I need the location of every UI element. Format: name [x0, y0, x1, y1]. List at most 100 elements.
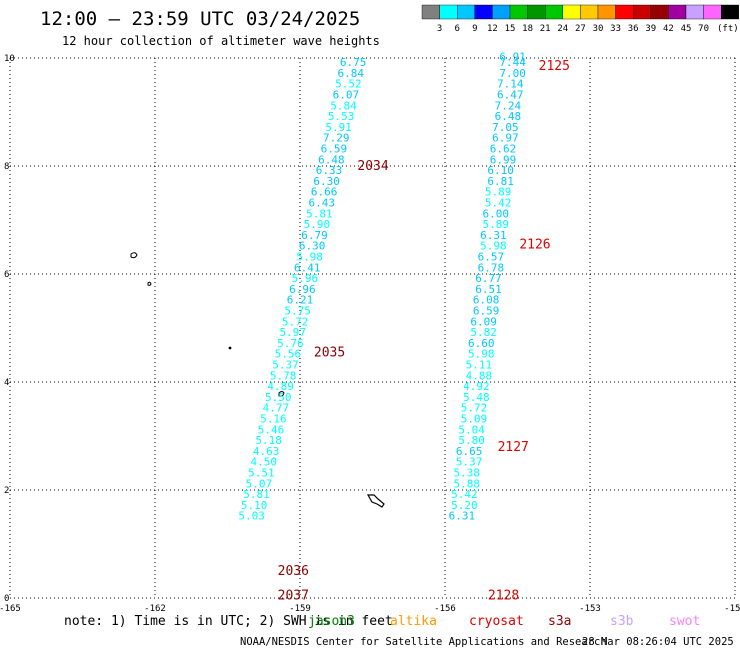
wave-height-point: 5.78	[270, 369, 297, 382]
island-outline	[147, 281, 152, 286]
pass-time-label: 2037	[278, 588, 309, 603]
y-tick-label: 10	[4, 54, 15, 64]
wave-height-point: 6.48	[318, 153, 345, 166]
wave-height-point: 6.99	[490, 153, 517, 166]
y-tick-label: 4	[4, 378, 9, 388]
colorbar-swatch	[439, 4, 458, 20]
wave-height-point: 6.59	[473, 305, 500, 318]
wave-height-point: 5.80	[458, 434, 485, 447]
wave-height-point: 5.03	[238, 510, 265, 523]
colorbar-label: 18	[522, 24, 533, 34]
colorbar-label: 21	[540, 24, 551, 34]
x-tick-label: -162	[144, 604, 166, 614]
y-tick-label: 2	[4, 486, 9, 496]
colorbar-label: 39	[645, 24, 656, 34]
wave-height-point: 5.46	[258, 423, 285, 436]
colorbar-swatch	[685, 4, 704, 20]
wave-height-point: 5.88	[454, 477, 481, 490]
wave-height-point: 5.38	[454, 467, 481, 480]
colorbar-label: 24	[557, 24, 568, 34]
wave-height-point: 4.89	[267, 380, 294, 393]
wave-height-point: 5.81	[306, 207, 333, 220]
wave-height-point: 6.97	[492, 132, 519, 145]
wave-height-point: 5.98	[468, 348, 495, 361]
colorbar-swatch	[562, 4, 581, 20]
wave-height-point: 6.57	[478, 251, 505, 264]
colorbar-swatch	[474, 4, 493, 20]
wave-height-point: 7.00	[499, 67, 526, 80]
wave-height-point: 6.81	[487, 175, 514, 188]
wave-height-point: 6.62	[490, 143, 517, 156]
island-outlines	[130, 252, 385, 508]
wave-height-point: 5.89	[483, 218, 510, 231]
wave-height-points: 6.756.845.526.075.845.535.917.296.596.48…	[238, 51, 526, 523]
wave-height-point: 6.09	[470, 315, 497, 328]
x-tick-label: -165	[0, 604, 21, 614]
wave-height-point: 6.41	[294, 261, 321, 274]
wave-height-point: 4.92	[463, 380, 490, 393]
wave-height-point: 6.51	[475, 283, 502, 296]
pass-time-label: 2035	[314, 345, 345, 360]
colorbar-label: 15	[505, 24, 516, 34]
footnote: note: 1) Time is in UTC; 2) SWH is in fe…	[64, 614, 393, 629]
island-outline	[366, 494, 385, 508]
wave-height-point: 5.82	[470, 326, 497, 339]
colorbar-label: 30	[593, 24, 604, 34]
wave-height-point: 7.24	[495, 99, 522, 112]
wave-height-point: 6.31	[480, 229, 507, 242]
colorbar-swatch	[545, 4, 564, 20]
wave-height-point: 6.00	[483, 207, 510, 220]
colorbar-unit: (ft)	[717, 24, 739, 34]
colorbar-label: 6	[454, 24, 459, 34]
pass-time-label: 2127	[498, 440, 529, 455]
wave-height-point: 7.44	[499, 56, 526, 69]
wave-height-point: 6.43	[309, 197, 336, 210]
colorbar-swatch	[615, 4, 634, 20]
x-tick-label: -159	[289, 604, 311, 614]
pass-time-label: 2128	[488, 588, 519, 603]
colorbar-swatch	[421, 4, 440, 20]
wave-height-point: 5.42	[485, 197, 512, 210]
satellite-legend-item: altika	[390, 614, 437, 629]
pass-time-labels: 2034 2035 2036 2037 2125 2126 2127 2128	[278, 59, 570, 603]
wave-height-point: 6.84	[338, 67, 365, 80]
wave-height-point: 6.65	[456, 445, 483, 458]
wave-height-point: 7.29	[323, 132, 350, 145]
chart-subtitle: 12 hour collection of altimeter wave hei…	[62, 34, 380, 48]
wave-height-point: 4.77	[263, 402, 290, 415]
wave-height-point: 5.48	[463, 391, 490, 404]
pass-time-label: 2036	[278, 564, 309, 579]
wave-height-point: 5.16	[260, 413, 287, 426]
wave-height-point: 5.07	[246, 477, 273, 490]
y-tick-label: 8	[4, 162, 9, 172]
wave-height-point: 6.79	[301, 229, 328, 242]
colorbar-swatch	[457, 4, 476, 20]
satellite-legend-item: s3a	[548, 614, 571, 629]
wave-height-point: 7.05	[492, 121, 519, 134]
timestamp: 28 Mar 08:26:04 UTC 2025	[582, 636, 734, 648]
wave-height-point: 5.76	[277, 337, 304, 350]
colorbar-swatch	[527, 4, 546, 20]
colorbar-label: 45	[681, 24, 692, 34]
wave-height-point: 4.50	[251, 456, 278, 469]
wave-height-point: 5.09	[461, 413, 488, 426]
colorbar-label: 9	[472, 24, 477, 34]
wave-height-point: 5.72	[461, 402, 488, 415]
wave-height-point: 5.90	[304, 218, 331, 231]
colorbar-label: 3	[437, 24, 442, 34]
satellite-legend-item: jason3	[308, 614, 355, 629]
wave-height-point: 5.20	[451, 499, 478, 512]
satellite-legend: jason3 altika cryosat s3a s3b swot	[308, 614, 700, 629]
colorbar-swatch	[492, 4, 511, 20]
island-outline	[228, 346, 232, 350]
wave-height-point: 6.75	[340, 56, 367, 69]
wave-height-point: 5.42	[451, 488, 478, 501]
credit-line: NOAA/NESDIS Center for Satellite Applica…	[240, 636, 607, 648]
y-tick-label: 0	[4, 594, 9, 604]
wave-height-point: 6.31	[449, 510, 476, 523]
wave-height-point: 6.60	[468, 337, 495, 350]
wave-height-point: 5.96	[292, 272, 319, 285]
wave-height-point: 5.56	[275, 348, 302, 361]
wave-height-point: 5.84	[330, 99, 357, 112]
